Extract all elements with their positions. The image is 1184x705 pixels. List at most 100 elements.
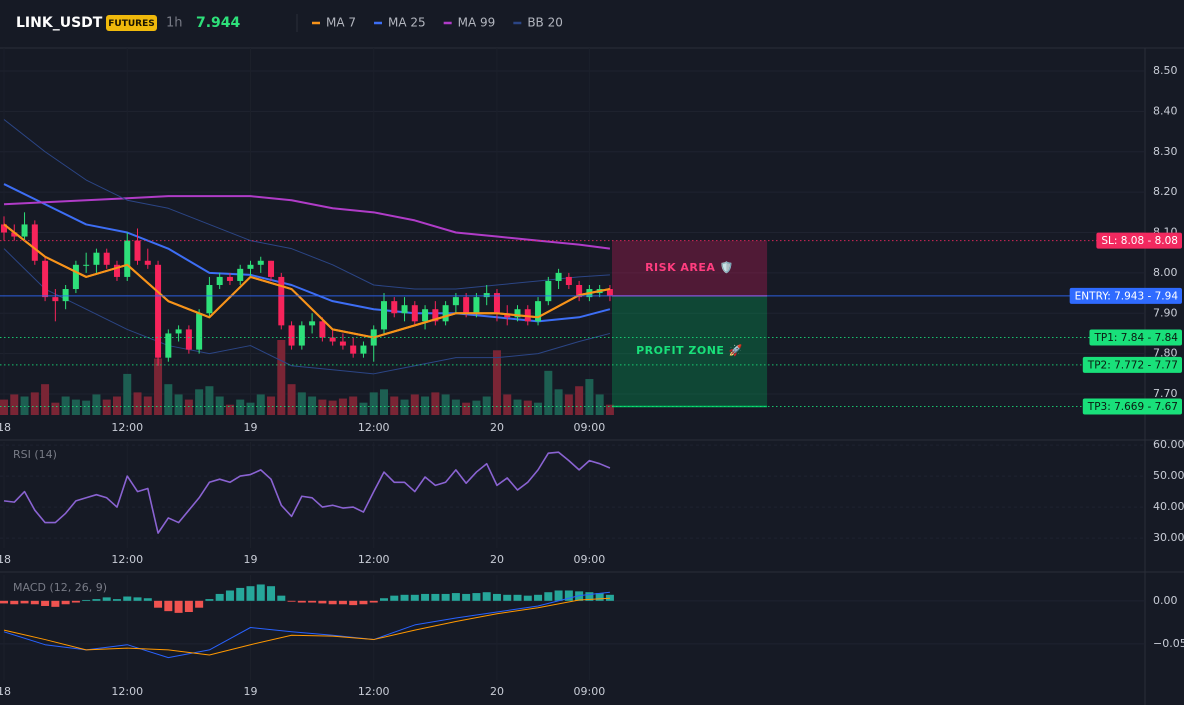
volume-bar xyxy=(369,392,378,415)
candle-body xyxy=(52,297,59,302)
level-label: TP2: 7.772 - 7.77 xyxy=(1087,359,1178,371)
volume-bar xyxy=(143,396,152,415)
histogram-bar xyxy=(102,597,111,601)
candle-body xyxy=(545,280,552,302)
candle-body xyxy=(298,325,305,346)
volume-bar xyxy=(133,392,142,415)
x-tick-label: 20 xyxy=(490,421,504,434)
histogram-bar xyxy=(595,593,604,601)
candle-body xyxy=(1,224,8,233)
histogram-bar xyxy=(133,597,142,601)
candle-body xyxy=(493,293,500,314)
volume-bar xyxy=(287,384,296,415)
volume-bar xyxy=(10,394,19,415)
histogram-bar xyxy=(195,600,204,608)
histogram-bar xyxy=(256,584,265,601)
histogram-bar xyxy=(431,593,440,601)
level-label-bg xyxy=(1082,356,1182,373)
candle-body xyxy=(473,297,480,314)
candle-body xyxy=(463,297,470,314)
legend-label: MA 99 xyxy=(458,16,496,30)
volume-bar xyxy=(256,394,265,415)
histogram-bar xyxy=(20,600,29,604)
y-tick-label: 50.00 xyxy=(1153,469,1184,482)
histogram-bar xyxy=(277,595,286,601)
volume-bar xyxy=(421,396,430,415)
x-tick-label: 20 xyxy=(490,553,504,566)
histogram-bar xyxy=(359,600,368,605)
volume-bar xyxy=(184,399,193,415)
volume-bar xyxy=(102,399,111,415)
histogram-bar xyxy=(523,595,532,601)
legend-label: MA 25 xyxy=(388,16,426,30)
level-label-bg xyxy=(1082,398,1182,415)
histogram-bar xyxy=(92,599,101,601)
candle-body xyxy=(350,345,357,354)
candle-body xyxy=(504,313,511,318)
volume-bar xyxy=(513,399,522,415)
candle-body xyxy=(216,276,223,285)
histogram-bar xyxy=(462,593,471,601)
panel xyxy=(0,584,614,659)
x-tick-label: 09:00 xyxy=(574,685,606,698)
histogram-bar xyxy=(30,600,39,605)
y-tick-label: 60.00 xyxy=(1153,438,1184,451)
volume-bar xyxy=(82,400,91,415)
x-tick-label: 20 xyxy=(490,685,504,698)
volume-bar xyxy=(451,399,460,415)
symbol: LINK_USDT xyxy=(16,15,103,31)
histogram-bar xyxy=(585,592,594,601)
candle-body xyxy=(206,284,213,314)
volume-bar xyxy=(20,396,29,415)
volume-bar xyxy=(215,396,224,415)
indicator-line xyxy=(3,195,611,250)
volume-bar xyxy=(390,396,399,415)
histogram-bar xyxy=(441,593,450,601)
candle-body xyxy=(93,252,100,265)
x-tick-label: 18 xyxy=(0,553,11,566)
y-tick-label: 30.00 xyxy=(1153,531,1184,544)
histogram-bar xyxy=(605,594,614,601)
candle-body xyxy=(514,309,521,318)
histogram-bar xyxy=(369,600,378,603)
price: 7.944 xyxy=(196,15,241,31)
candle-body xyxy=(31,224,38,261)
volume-bar xyxy=(71,399,80,415)
volume-bar xyxy=(472,400,481,415)
volume-bar xyxy=(431,392,440,415)
histogram-bar xyxy=(554,590,563,601)
histogram-bar xyxy=(143,598,152,601)
volume-bar xyxy=(51,402,60,415)
legend-label: BB 20 xyxy=(527,16,563,30)
zone xyxy=(611,295,768,407)
volume-bar xyxy=(379,389,388,415)
candle-body xyxy=(237,268,244,281)
volume-bar xyxy=(554,389,563,415)
histogram-bar xyxy=(184,600,193,613)
volume-bar xyxy=(523,400,532,415)
candle-body xyxy=(411,305,418,322)
histogram-bar xyxy=(267,586,276,601)
histogram-bar xyxy=(564,590,573,601)
candle-body xyxy=(196,313,203,350)
volume-bar xyxy=(30,392,39,415)
candle-body xyxy=(606,289,613,296)
volume-bar xyxy=(441,394,450,415)
candle-body xyxy=(360,345,367,354)
candle-body xyxy=(278,276,285,326)
volume-bar xyxy=(225,404,234,415)
candle-body xyxy=(134,240,141,261)
volume-bar xyxy=(154,358,163,415)
candle-body xyxy=(576,284,583,298)
volume-bar xyxy=(605,404,614,415)
histogram-bar xyxy=(154,600,163,608)
y-tick-label: 8.20 xyxy=(1153,185,1178,198)
histogram-bar xyxy=(534,594,543,601)
histogram-bar xyxy=(246,586,255,601)
volume-bar xyxy=(92,394,101,415)
histogram-bar xyxy=(51,600,60,607)
x-tick-label: 12:00 xyxy=(358,553,390,566)
histogram-bar xyxy=(492,593,501,601)
